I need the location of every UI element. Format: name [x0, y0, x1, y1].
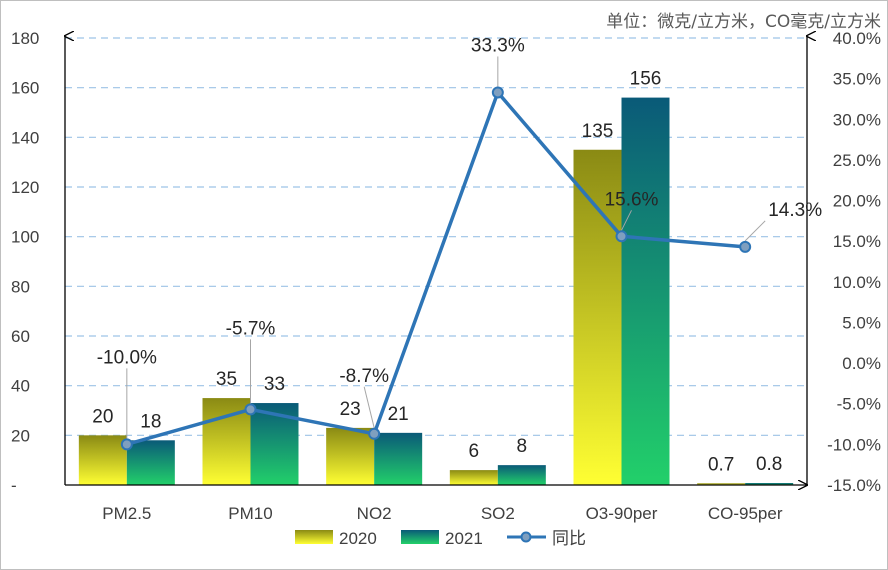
- legend-marker-yoy: [520, 531, 532, 543]
- yoy-label: 15.6%: [605, 189, 659, 210]
- right-tick-label: 20.0%: [833, 192, 881, 211]
- bar-2020: [326, 427, 375, 485]
- yoy-marker: [491, 86, 504, 99]
- bar-label-2020: 6: [469, 441, 480, 462]
- gridlines: [65, 37, 807, 436]
- bar-2021: [621, 97, 670, 485]
- right-tick-label: 0.0%: [842, 354, 881, 373]
- bar-label-2020: 20: [92, 406, 113, 427]
- yoy-label: -10.0%: [97, 347, 157, 368]
- legend-swatch-2020: [295, 530, 333, 544]
- yoy-label: 14.3%: [768, 200, 822, 221]
- right-tick-label: 30.0%: [833, 110, 881, 129]
- category-label: O3-90per: [586, 504, 658, 523]
- bar-label-2021: 33: [264, 374, 285, 395]
- yoy-marker: [244, 403, 257, 416]
- yoy-label: -5.7%: [226, 318, 276, 339]
- yoy-label: -8.7%: [339, 366, 389, 387]
- bar-2021: [497, 465, 546, 485]
- bar-label-2020: 135: [582, 121, 614, 142]
- data-labels: 20 18 35 33 23 21 6 8 135 156 0.7 0.8 -10.0% -5.7% -8.…: [92, 35, 822, 475]
- bar-label-2021: 18: [140, 411, 161, 432]
- yoy-label-leader: [621, 210, 632, 231]
- bar-label-2021: 156: [630, 69, 662, 90]
- yoy-marker: [368, 427, 381, 440]
- category-label: CO-95per: [708, 504, 783, 523]
- legend: 2020 2021 同比: [295, 529, 586, 549]
- yoy-marker: [739, 240, 752, 253]
- bar-label-2021: 0.8: [756, 454, 782, 475]
- left-tick-label: 180: [11, 29, 39, 48]
- bar-label-2021: 21: [388, 404, 409, 425]
- left-tick-label: 140: [11, 128, 39, 147]
- left-tick-label: 80: [11, 277, 30, 296]
- bar-2021: [374, 432, 423, 485]
- right-tick-label: -5.0%: [837, 395, 881, 414]
- category-label: PM2.5: [102, 504, 151, 523]
- legend-label-2020: 2020: [339, 529, 377, 548]
- legend-swatch-2021: [401, 530, 439, 544]
- bar-label-2020: 23: [340, 399, 361, 420]
- yoy-marker: [120, 438, 133, 451]
- legend-label-yoy: 同比: [552, 529, 586, 549]
- yoy-marker: [615, 230, 628, 243]
- bar-2020: [697, 483, 746, 485]
- left-tick-label: 160: [11, 79, 39, 98]
- left-tick-label: 20: [11, 426, 30, 445]
- bar-2020: [573, 149, 622, 485]
- bar-2020: [78, 435, 127, 485]
- bars: [78, 97, 794, 485]
- left-tick-label: -: [11, 476, 17, 495]
- bar-2021: [745, 483, 794, 485]
- category-label: SO2: [481, 504, 515, 523]
- left-tick-label: 100: [11, 228, 39, 247]
- right-tick-label: 35.0%: [833, 70, 881, 89]
- bar-2021: [126, 440, 175, 485]
- left-tick-label: 40: [11, 377, 30, 396]
- axes: - 20 40 60 80 100 120 140 160 180 -15.0% -10.0% -5.0…: [11, 29, 881, 523]
- right-tick-label: 10.0%: [833, 273, 881, 292]
- label-leaders: [126, 56, 766, 439]
- right-tick-label: -15.0%: [827, 476, 881, 495]
- right-tick-label: 5.0%: [842, 313, 881, 332]
- category-label: NO2: [357, 504, 392, 523]
- right-tick-label: 15.0%: [833, 232, 881, 251]
- yoy-label: 33.3%: [471, 35, 525, 56]
- yoy-line: [120, 86, 752, 451]
- yoy-label-leader: [744, 220, 766, 242]
- right-tick-label: 40.0%: [833, 29, 881, 48]
- right-tick-label: 25.0%: [833, 151, 881, 170]
- bar-label-2020: 0.7: [708, 454, 734, 475]
- yoy-label-leader: [363, 386, 375, 428]
- bar-label-2021: 8: [517, 436, 528, 457]
- left-tick-label: 120: [11, 178, 39, 197]
- bar-label-2020: 35: [216, 369, 237, 390]
- bar-2020: [449, 470, 498, 485]
- unit-label: 单位：微克/立方米，CO毫克/立方米: [606, 12, 881, 32]
- category-label: PM10: [228, 504, 272, 523]
- left-tick-label: 60: [11, 327, 30, 346]
- legend-label-2021: 2021: [445, 529, 483, 548]
- right-tick-label: -10.0%: [827, 435, 881, 454]
- yoy-polyline: [126, 90, 746, 447]
